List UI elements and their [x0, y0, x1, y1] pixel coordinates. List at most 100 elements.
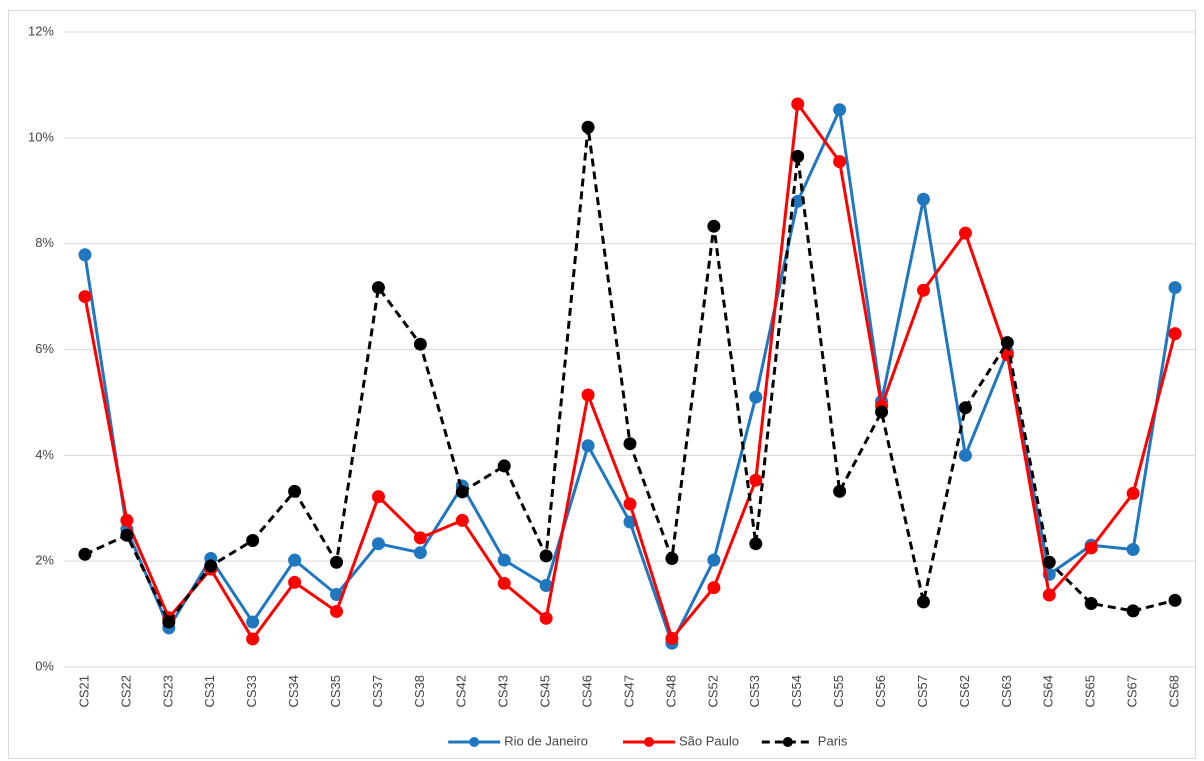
legend-label: Paris: [818, 733, 848, 748]
data-point: [707, 219, 721, 233]
data-point: [1126, 543, 1140, 557]
data-point: [330, 555, 344, 569]
legend-label: São Paulo: [679, 733, 739, 748]
data-point: [749, 537, 763, 551]
x-tick-label: CS46: [580, 675, 595, 708]
x-tick-label: CS53: [747, 675, 762, 708]
data-point: [246, 534, 260, 548]
data-point: [623, 497, 637, 511]
x-tick-label: CS64: [1041, 675, 1056, 708]
data-point: [1126, 486, 1140, 500]
data-point: [707, 553, 721, 567]
data-point: [288, 575, 302, 589]
data-point: [665, 631, 679, 645]
data-point: [623, 437, 637, 451]
data-point: [1168, 327, 1182, 341]
data-point: [455, 513, 469, 527]
data-point: [916, 595, 930, 609]
x-tick-label: CS37: [370, 675, 385, 708]
x-tick-label: CS62: [957, 675, 972, 708]
data-point: [539, 579, 553, 593]
data-point: [330, 588, 344, 602]
x-tick-label: CS54: [789, 675, 804, 708]
y-tick-label: 2%: [35, 553, 54, 568]
x-tick-label: CS42: [454, 675, 469, 708]
y-tick-label: 10%: [28, 129, 54, 144]
x-tick-label: CS43: [496, 675, 511, 708]
data-point: [371, 490, 385, 504]
x-tick-label: CS48: [663, 675, 678, 708]
y-tick-label: 4%: [35, 447, 54, 462]
data-point: [1042, 555, 1056, 569]
y-tick-label: 12%: [28, 23, 54, 38]
data-point: [1042, 588, 1056, 602]
data-point: [707, 581, 721, 595]
data-point: [497, 576, 511, 590]
y-tick-label: 8%: [35, 235, 54, 250]
data-point: [875, 405, 889, 419]
data-point: [78, 547, 92, 561]
data-point: [204, 559, 218, 573]
legend-label: Rio de Janeiro: [504, 733, 588, 748]
y-tick-label: 6%: [35, 341, 54, 356]
data-point: [581, 439, 595, 453]
x-tick-label: CS35: [328, 675, 343, 708]
legend-marker: [644, 737, 654, 747]
x-tick-label: CS38: [412, 675, 427, 708]
data-point: [1168, 281, 1182, 295]
data-point: [749, 390, 763, 404]
x-tick-label: CS55: [831, 675, 846, 708]
x-tick-label: CS63: [999, 675, 1014, 708]
data-point: [1084, 597, 1098, 610]
x-tick-label: CS22: [118, 675, 133, 708]
x-tick-label: CS45: [538, 675, 553, 708]
data-point: [78, 248, 92, 262]
data-point: [581, 120, 595, 134]
data-point: [120, 513, 134, 527]
data-point: [162, 615, 176, 629]
y-tick-label: 0%: [35, 658, 54, 673]
data-point: [413, 546, 427, 560]
data-point: [371, 281, 385, 295]
data-point: [958, 401, 972, 415]
data-point: [497, 553, 511, 567]
data-point: [413, 337, 427, 351]
data-point: [78, 290, 92, 304]
data-point: [791, 194, 805, 208]
x-tick-label: CS34: [286, 675, 301, 708]
x-tick-label: CS56: [873, 675, 888, 708]
data-point: [455, 485, 469, 499]
data-point: [288, 484, 302, 498]
data-point: [958, 448, 972, 462]
x-tick-label: CS23: [160, 675, 175, 708]
data-point: [916, 283, 930, 297]
x-tick-label: CS57: [915, 675, 930, 708]
data-point: [749, 473, 763, 487]
data-point: [539, 549, 553, 563]
data-point: [581, 388, 595, 402]
chart-border: [8, 10, 1196, 759]
data-point: [1168, 593, 1182, 607]
x-tick-label: CS47: [621, 675, 636, 708]
data-point: [288, 553, 302, 567]
legend-marker: [782, 737, 793, 747]
data-point: [246, 615, 260, 629]
x-tick-label: CS33: [244, 675, 259, 708]
data-point: [120, 528, 134, 542]
data-point: [833, 484, 847, 498]
data-point: [371, 537, 385, 551]
x-tick-label: CS31: [202, 675, 217, 708]
legend-marker: [469, 737, 480, 747]
x-tick-label: CS67: [1125, 675, 1140, 708]
data-point: [833, 155, 847, 169]
data-point: [958, 226, 972, 240]
data-point: [833, 103, 847, 117]
data-point: [1000, 336, 1014, 350]
x-tick-label: CS65: [1083, 675, 1098, 708]
data-point: [1126, 604, 1140, 618]
data-point: [246, 632, 260, 646]
x-tick-label: CS52: [705, 675, 720, 708]
data-point: [916, 192, 930, 206]
data-point: [791, 149, 805, 163]
